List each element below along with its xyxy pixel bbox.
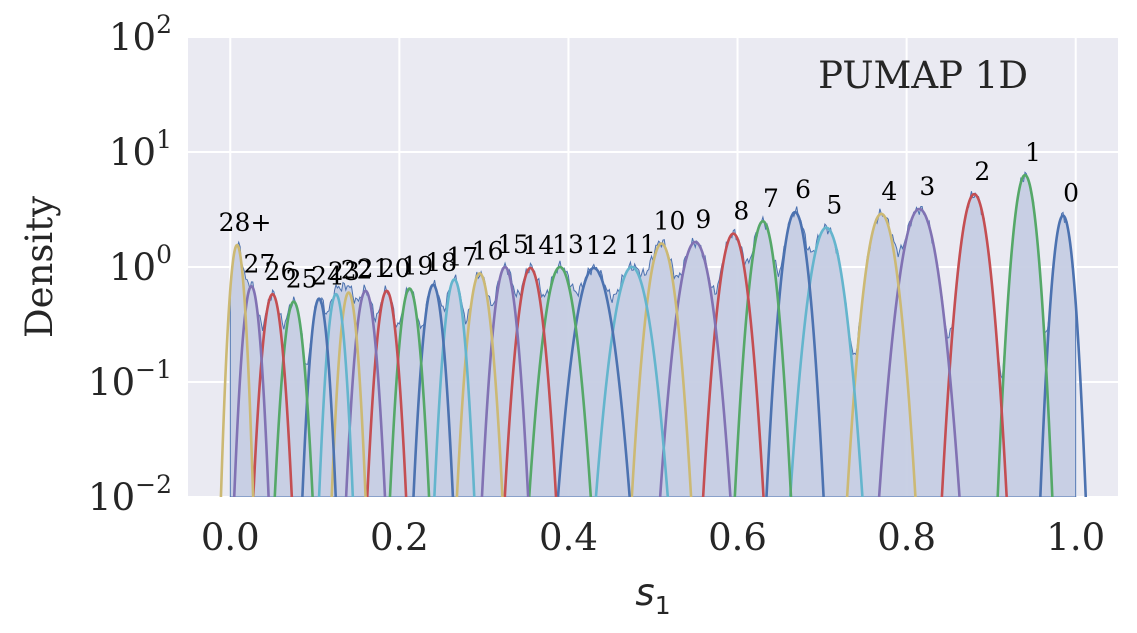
density-curve-9	[658, 240, 732, 497]
peak-label-10: 10	[654, 207, 686, 236]
density-curve-8	[701, 232, 765, 497]
peak-label-9: 9	[695, 205, 711, 234]
density-curve-18	[412, 283, 455, 497]
density-curve-3	[877, 207, 961, 497]
x-tick-label: 1.0	[1046, 516, 1105, 559]
density-curve-2	[940, 192, 1008, 497]
x-tick-label: 0.2	[370, 516, 429, 559]
peak-label-8: 8	[733, 197, 749, 226]
peak-label-25: 25	[286, 265, 318, 294]
peak-label-20: 20	[379, 254, 411, 283]
density-curve-22	[330, 291, 367, 497]
y-tick-label: 10−1	[88, 355, 172, 404]
x-tick-label: 0.6	[708, 516, 767, 559]
x-tick-label: 0.8	[877, 516, 936, 559]
density-curve-13	[527, 265, 593, 497]
peak-label-2: 2	[974, 157, 990, 186]
x-axis-title-base: s	[635, 571, 654, 614]
peak-label-22: 22	[341, 256, 373, 285]
density-curve-14	[503, 266, 558, 497]
density-curve-15	[480, 265, 530, 497]
density-curve-0	[1039, 214, 1088, 497]
peak-label-18: 18	[425, 248, 457, 277]
y-tick-label: 10−2	[88, 470, 172, 519]
peak-label-1: 1	[1025, 138, 1041, 167]
peak-label-27: 27	[244, 249, 276, 278]
density-curve-28+	[219, 243, 255, 497]
peak-labels: 0123456789101112131415161718192021222324…	[219, 138, 1079, 294]
density-curve-1	[996, 173, 1054, 497]
density-curve-11	[594, 265, 670, 497]
y-tick-label: 101	[109, 125, 172, 174]
density-curve-16	[455, 272, 504, 497]
peak-label-4: 4	[881, 177, 897, 206]
y-tick-label: 102	[109, 10, 172, 59]
x-tick-label: 0.0	[201, 516, 260, 559]
peak-label-24: 24	[311, 262, 343, 291]
density-curve-17	[433, 278, 476, 497]
peak-label-16: 16	[472, 236, 504, 265]
peak-label-28+: 28+	[219, 208, 272, 237]
peak-label-14: 14	[523, 231, 555, 260]
x-tick-label: 0.4	[539, 516, 598, 559]
density-curve-21	[344, 289, 387, 497]
peak-label-23: 23	[328, 257, 360, 286]
x-axis-title: s1	[635, 571, 670, 620]
y-axis-title: Density	[18, 196, 61, 338]
peak-label-12: 12	[586, 231, 618, 260]
chart-title: PUMAP 1D	[818, 54, 1028, 97]
x-axis-title-sub: 1	[655, 591, 671, 620]
peak-label-11: 11	[624, 230, 656, 259]
density-curve-20	[365, 289, 408, 497]
peak-label-26: 26	[265, 257, 297, 286]
peak-label-0: 0	[1063, 179, 1079, 208]
y-tick-label: 100	[109, 240, 172, 289]
density-curve-10	[630, 242, 693, 497]
density-curve-23	[317, 292, 355, 497]
density-curve-25	[273, 300, 314, 497]
peak-label-13: 13	[552, 230, 584, 259]
density-curve-7	[733, 219, 793, 497]
density-curve-12	[556, 266, 631, 497]
density-curves	[219, 173, 1088, 497]
peak-label-19: 19	[402, 252, 434, 281]
peak-label-6: 6	[795, 175, 811, 204]
density-curve-27	[232, 284, 270, 497]
density-curve-5	[788, 226, 864, 497]
density-curve-24	[301, 297, 338, 497]
peak-label-7: 7	[763, 184, 779, 213]
density-curve-4	[845, 212, 917, 497]
peak-label-3: 3	[919, 172, 935, 201]
peak-label-21: 21	[358, 254, 390, 283]
peak-label-17: 17	[446, 242, 478, 271]
density-curve-19	[388, 287, 431, 497]
peak-label-15: 15	[497, 230, 529, 259]
density-curve-6	[765, 210, 825, 497]
peak-label-5: 5	[826, 191, 842, 220]
